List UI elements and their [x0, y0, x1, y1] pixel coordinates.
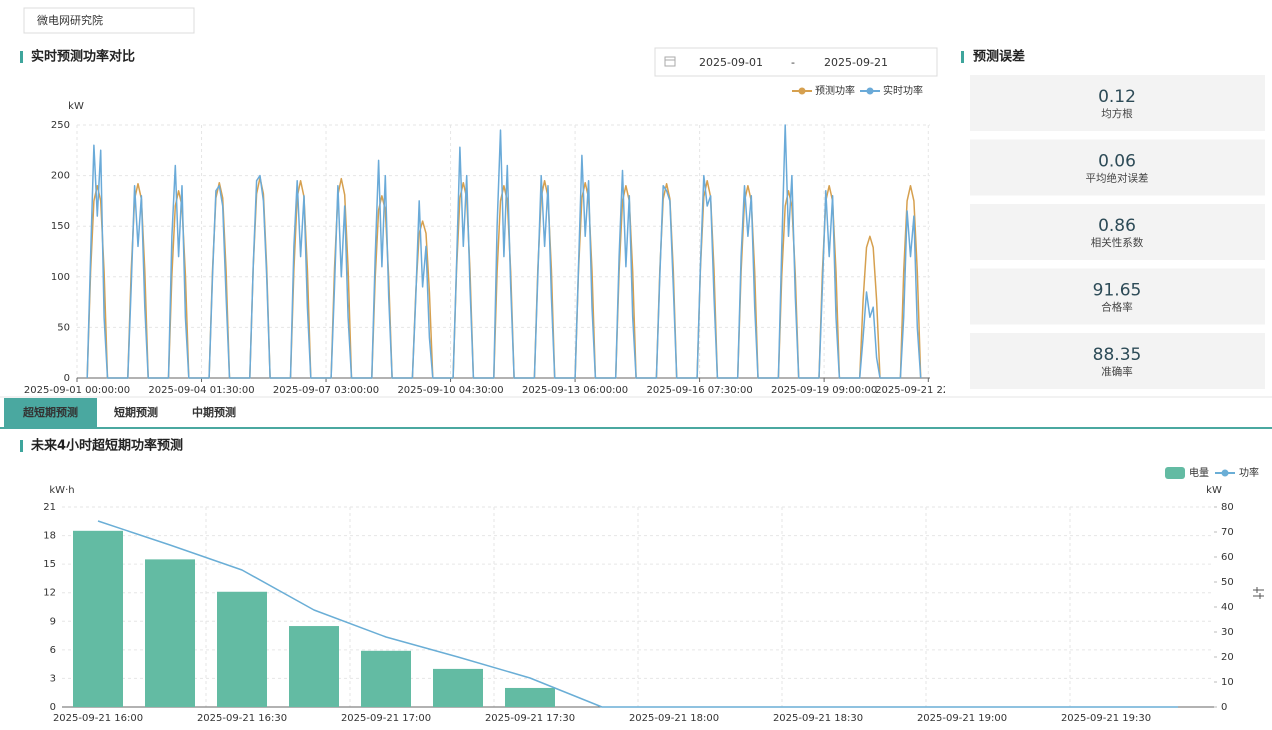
bar[interactable] [505, 687, 555, 707]
calendar-icon[interactable] [664, 56, 676, 67]
series-line [86, 124, 922, 379]
bar[interactable] [289, 626, 339, 707]
x-tick-label: 2025-09-21 16:30 [197, 713, 287, 724]
y2-tick-label: 0 [1221, 702, 1227, 713]
metric-label: 相关性系数 [1091, 236, 1144, 249]
x-tick-label: 2025-09-01 00:00:00 [24, 385, 130, 396]
metric-card [970, 333, 1265, 389]
date-range[interactable] [654, 47, 938, 77]
y-tick-label: 3 [50, 673, 56, 684]
date-separator: - [791, 56, 795, 69]
legend-label[interactable]: 功率 [1239, 466, 1259, 479]
legend-label[interactable]: 预测功率 [815, 84, 855, 97]
y-tick-label: 15 [43, 559, 56, 570]
legend-swatch [1221, 469, 1229, 477]
y-tick-label: 50 [57, 322, 70, 333]
y-tick-label: 150 [51, 221, 70, 232]
metric-value: 0.12 [1098, 87, 1136, 107]
y-axis-unit: kW [68, 101, 84, 112]
x-tick-label: 2025-09-21 17:00 [341, 713, 431, 724]
y-axis-unit: kW·h [49, 485, 74, 496]
y2-tick-label: 50 [1221, 577, 1234, 588]
metric-card [970, 75, 1265, 131]
x-tick-label: 2025-09-07 03:00:00 [273, 385, 379, 396]
x-tick-label: 2025-09-21 16:00 [53, 713, 143, 724]
x-tick-label: 2025-09-21 17:30 [485, 713, 575, 724]
y2-tick-label: 70 [1221, 527, 1234, 538]
tab[interactable]: 短期预测 [114, 405, 158, 419]
y2-tick-label: 30 [1221, 627, 1234, 638]
bar[interactable] [433, 668, 483, 707]
y-tick-label: 21 [43, 502, 56, 513]
bar[interactable] [361, 650, 411, 707]
date-end[interactable]: 2025-09-21 [824, 56, 888, 69]
x-tick-label: 2025-09-21 19:00 [917, 713, 1007, 724]
legend-label[interactable]: 实时功率 [883, 84, 923, 97]
legend-swatch [798, 87, 806, 95]
metric-card [970, 268, 1265, 325]
y-tick-label: 200 [51, 171, 70, 182]
section-marker [20, 440, 23, 452]
metric-card [970, 139, 1265, 196]
y2-tick-label: 40 [1221, 602, 1234, 613]
y-tick-label: 18 [43, 531, 56, 542]
y-tick-label: 0 [50, 702, 56, 713]
bar[interactable] [145, 559, 195, 707]
y-tick-label: 0 [64, 373, 70, 384]
metric-label: 平均绝对误差 [1086, 172, 1149, 185]
org-dropdown[interactable] [23, 7, 195, 34]
x-tick-label: 2025-09-16 07:30:00 [646, 385, 752, 396]
date-start[interactable]: 2025-09-01 [699, 56, 763, 69]
y2-tick-label: 10 [1221, 677, 1234, 688]
section-title: 未来4小时超短期功率预测 [30, 438, 183, 454]
metric-value: 0.06 [1098, 152, 1136, 172]
org-dropdown-text[interactable]: 微电网研究院 [37, 13, 103, 27]
legend-swatch [866, 87, 874, 95]
bar[interactable] [73, 530, 123, 707]
metric-card [970, 204, 1265, 260]
metric-label: 准确率 [1101, 365, 1133, 378]
series-line [97, 520, 1178, 708]
y2-tick-label: 60 [1221, 552, 1234, 563]
y-tick-label: 12 [43, 588, 56, 599]
x-tick-label: 2025-09-21 22:30:00 [875, 385, 981, 396]
y-tick-label: 250 [51, 120, 70, 131]
x-tick-label: 2025-09-13 06:00:00 [522, 385, 628, 396]
section-title: 预测误差 [973, 49, 1025, 65]
bar[interactable] [217, 591, 267, 707]
metric-value: 91.65 [1093, 281, 1142, 301]
x-tick-label: 2025-09-21 19:30 [1061, 713, 1151, 724]
x-tick-label: 2025-09-21 18:00 [629, 713, 719, 724]
section-marker [961, 51, 964, 63]
metric-value: 0.86 [1098, 216, 1136, 236]
y2-tick-label: 80 [1221, 502, 1234, 513]
y-tick-label: 100 [51, 272, 70, 283]
tab[interactable]: 中期预测 [192, 405, 236, 419]
x-tick-label: 2025-09-19 09:00:00 [771, 385, 877, 396]
y2-tick-label: 20 [1221, 652, 1234, 663]
y-tick-label: 6 [50, 645, 56, 656]
y2-axis-unit: kW [1206, 485, 1222, 496]
legend-label[interactable]: 电量 [1189, 466, 1209, 479]
toolbar-icon[interactable] [1253, 587, 1264, 599]
section-title: 实时预测功率对比 [31, 49, 135, 65]
metric-label: 均方根 [1101, 107, 1133, 120]
section-marker [20, 51, 23, 63]
x-axis: 2025-09-01 00:00:00 2025-09-04 01:30:00 20… [24, 385, 981, 396]
x-tick-label: 2025-09-04 01:30:00 [148, 385, 254, 396]
x-tick-label: 2025-09-10 04:30:00 [397, 385, 503, 396]
tab[interactable]: 超短期预测 [22, 405, 78, 419]
legend-swatch [1165, 467, 1185, 479]
tab-active[interactable] [4, 398, 97, 428]
metric-value: 88.35 [1093, 345, 1142, 365]
x-tick-label: 2025-09-21 18:30 [773, 713, 863, 724]
y-tick-label: 9 [50, 616, 56, 627]
metric-label: 合格率 [1101, 301, 1133, 314]
